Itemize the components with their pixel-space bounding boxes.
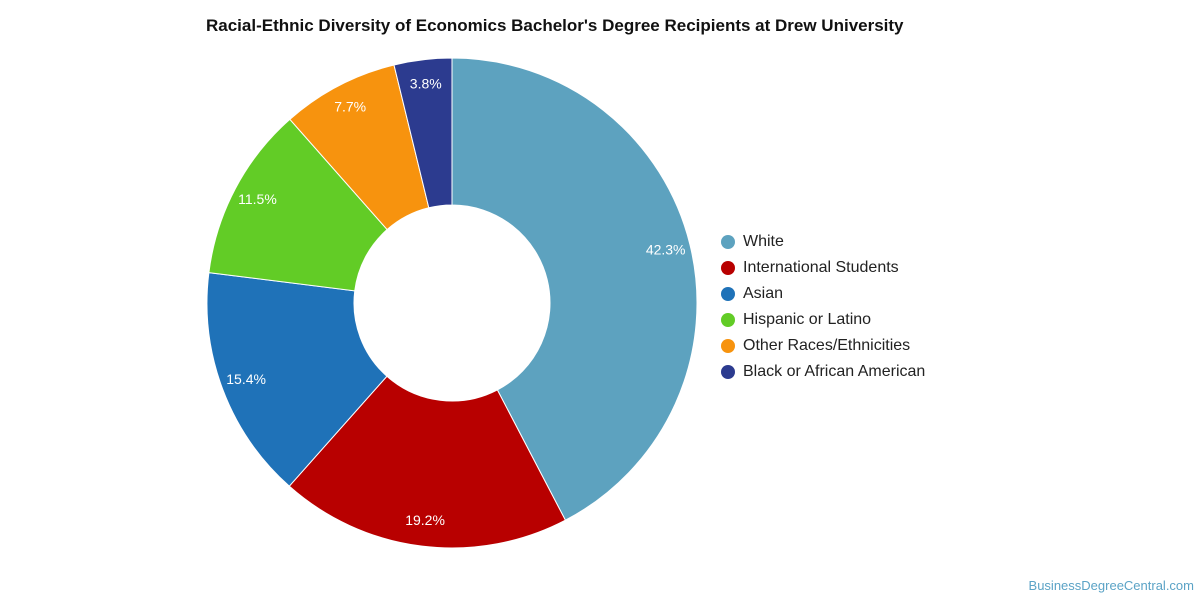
legend-label: Asian — [743, 285, 784, 302]
legend-marker-icon — [721, 339, 735, 353]
donut-slices — [206, 57, 698, 549]
legend-label: Black or African American — [743, 363, 926, 380]
legend-item-international-students[interactable]: International Students — [721, 255, 925, 281]
slice-hispanic-or-latino[interactable] — [208, 118, 388, 292]
legend-marker-icon — [721, 235, 735, 249]
slice-label-international-students: 19.2% — [405, 512, 445, 528]
legend-marker-icon — [721, 365, 735, 379]
slice-label-hispanic-or-latino: 11.5% — [238, 191, 277, 207]
source-credit[interactable]: BusinessDegreeCentral.com — [1028, 578, 1194, 593]
legend-marker-icon — [721, 313, 735, 327]
legend-label: Other Races/Ethnicities — [743, 337, 911, 354]
legend-item-other-races-ethnicities[interactable]: Other Races/Ethnicities — [721, 333, 925, 359]
slice-asian[interactable] — [206, 272, 388, 487]
slice-label-white: 42.3% — [646, 241, 686, 257]
legend-item-hispanic-or-latino[interactable]: Hispanic or Latino — [721, 307, 925, 333]
slice-label-asian: 15.4% — [226, 371, 266, 387]
legend-label: International Students — [743, 259, 899, 276]
chart-legend: White International Students Asian Hispanic… — [721, 229, 925, 385]
legend-marker-icon — [721, 287, 735, 301]
slice-label-other-races-ethnicities: 7.7% — [334, 99, 366, 115]
chart-title: Racial-Ethnic Diversity of Economics Bac… — [206, 16, 904, 35]
donut-slice-labels: 42.3% 19.2% 15.4% 11.5% 7.7% 3.8% — [226, 75, 685, 528]
legend-item-black-or-african-american[interactable]: Black or African American — [721, 359, 925, 385]
legend-label: Hispanic or Latino — [743, 311, 872, 328]
legend-item-white[interactable]: White — [721, 229, 925, 255]
legend-marker-icon — [721, 261, 735, 275]
legend-item-asian[interactable]: Asian — [721, 281, 925, 307]
slice-label-black-or-african-american: 3.8% — [410, 75, 442, 91]
slice-white[interactable] — [451, 57, 698, 521]
slice-international-students[interactable] — [288, 375, 567, 549]
slice-black-or-african-american[interactable] — [393, 57, 453, 209]
legend-label: White — [743, 233, 784, 250]
